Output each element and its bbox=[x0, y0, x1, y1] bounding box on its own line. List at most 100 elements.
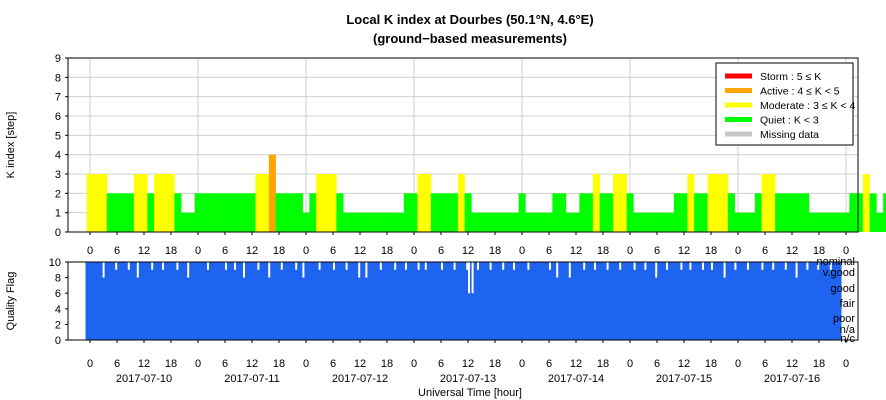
quality-dip bbox=[583, 262, 586, 270]
kindex-bar bbox=[498, 212, 506, 232]
quality-dip bbox=[162, 262, 164, 270]
kindex-bar bbox=[484, 212, 492, 232]
quality-x-tick-label: 18 bbox=[273, 358, 285, 370]
quality-y-tick-label: 10 bbox=[49, 257, 61, 269]
quality-flag-label: n/c bbox=[840, 333, 855, 345]
quality-dip bbox=[318, 262, 321, 270]
quality-y-tick-label: 2 bbox=[55, 319, 61, 331]
quality-x-tick-label: 18 bbox=[381, 358, 393, 370]
kindex-bar bbox=[181, 212, 189, 232]
quality-dip bbox=[243, 262, 245, 278]
quality-dip bbox=[295, 262, 298, 270]
kindex-y-label: K index [step] bbox=[5, 112, 17, 179]
kindex-x-ticks: 0 6 12 18 0 6 12 18 0 6 12 18 0 6 12 18 0 6 12 18 0 6 12 18 0 6 12… bbox=[87, 232, 849, 257]
quality-y-tick-label: 0 bbox=[55, 335, 61, 347]
quality-x-tick-label: 12 bbox=[354, 358, 366, 370]
kindex-bar bbox=[437, 193, 445, 232]
date-label: 2017-07-15 bbox=[656, 373, 712, 385]
quality-dip bbox=[644, 262, 647, 270]
kindex-bar bbox=[640, 212, 648, 232]
kindex-x-tick-label: 18 bbox=[381, 245, 393, 257]
quality-x-tick-label: 12 bbox=[246, 358, 258, 370]
quality-flag-fill bbox=[85, 262, 842, 340]
kindex-bar bbox=[424, 174, 432, 232]
quality-flag-label: n/a bbox=[840, 324, 856, 336]
kindex-bar bbox=[849, 193, 857, 232]
kindex-x-tick-label: 6 bbox=[654, 245, 660, 257]
quality-x-tick-label: 18 bbox=[489, 358, 501, 370]
quality-x-tick-label: 0 bbox=[519, 358, 525, 370]
date-label: 2017-07-10 bbox=[116, 373, 172, 385]
quality-dip bbox=[268, 262, 271, 278]
quality-dip bbox=[466, 262, 469, 270]
quality-dip bbox=[513, 262, 515, 270]
quality-dip bbox=[806, 262, 809, 270]
quality-dip bbox=[176, 262, 179, 270]
x-axis-label: Universal Time [hour] bbox=[418, 387, 522, 399]
kindex-y-tick-label: 6 bbox=[55, 111, 61, 123]
date-label: 2017-07-11 bbox=[224, 373, 279, 385]
kindex-bar bbox=[93, 174, 101, 232]
kindex-x-tick-label: 6 bbox=[330, 245, 336, 257]
quality-flag-area bbox=[85, 262, 847, 340]
kindex-bar bbox=[329, 174, 337, 232]
quality-x-tick-label: 12 bbox=[138, 358, 150, 370]
kindex-bar bbox=[619, 174, 627, 232]
kindex-x-tick-label: 18 bbox=[165, 245, 177, 257]
kindex-bar bbox=[673, 193, 681, 232]
kindex-bar bbox=[471, 212, 479, 232]
quality-dip bbox=[379, 262, 382, 270]
quality-dip bbox=[234, 262, 236, 270]
kindex-bar bbox=[565, 212, 573, 232]
quality-x-tick-label: 6 bbox=[546, 358, 552, 370]
kindex-bar bbox=[572, 212, 580, 232]
kindex-bar bbox=[451, 193, 459, 232]
legend-entry: Moderate : 3 ≤ K < 4 bbox=[760, 100, 856, 112]
kindex-x-tick-label: 12 bbox=[462, 245, 474, 257]
quality-x-tick-label: 18 bbox=[705, 358, 717, 370]
kindex-bar bbox=[174, 193, 182, 232]
quality-y-ticks: 0 2 4 6 8 10 bbox=[49, 257, 68, 347]
kindex-bar bbox=[727, 193, 735, 232]
kindex-bar bbox=[147, 193, 155, 232]
kindex-y-tick-label: 5 bbox=[55, 130, 61, 142]
quality-x-tick-label: 6 bbox=[762, 358, 768, 370]
quality-dip bbox=[468, 262, 470, 294]
quality-dip bbox=[453, 262, 456, 270]
kindex-bar bbox=[214, 193, 222, 232]
kindex-bar bbox=[754, 193, 762, 232]
quality-dip bbox=[441, 262, 443, 270]
quality-y-tick-label: 8 bbox=[55, 273, 61, 285]
kindex-bar bbox=[410, 193, 418, 232]
kindex-bar bbox=[707, 174, 715, 232]
kindex-bar bbox=[714, 174, 722, 232]
kindex-x-tick-label: 12 bbox=[678, 245, 690, 257]
quality-dip bbox=[761, 262, 764, 270]
quality-x-tick-label: 6 bbox=[330, 358, 336, 370]
chart-subtitle: (ground−based measurements) bbox=[373, 31, 567, 46]
kindex-x-tick-label: 18 bbox=[489, 245, 501, 257]
quality-x-tick-label: 0 bbox=[87, 358, 93, 370]
date-label: 2017-07-13 bbox=[440, 373, 496, 385]
legend-entry: Quiet : K < 3 bbox=[760, 115, 819, 127]
quality-x-tick-label: 0 bbox=[411, 358, 417, 370]
kindex-bar bbox=[262, 174, 270, 232]
quality-x-tick-label: 6 bbox=[654, 358, 660, 370]
kindex-bar bbox=[316, 174, 324, 232]
kindex-bar bbox=[505, 212, 513, 232]
quality-x-ticks: 0 6 12 18 0 6 12 18 0 6 12 18 0 6 12 18 0 6 12 18 0 6 12 18 0 6 12… bbox=[87, 340, 849, 370]
quality-x-tick-label: 18 bbox=[813, 358, 825, 370]
kindex-bar bbox=[390, 212, 398, 232]
kindex-bar bbox=[808, 212, 816, 232]
kindex-bar bbox=[275, 193, 283, 232]
kindex-bar bbox=[289, 193, 297, 232]
kindex-bar bbox=[680, 193, 688, 232]
kindex-bar bbox=[525, 212, 533, 232]
kindex-x-tick-label: 6 bbox=[114, 245, 120, 257]
kindex-bar bbox=[336, 193, 344, 232]
kindex-bar bbox=[403, 193, 411, 232]
kindex-bar bbox=[532, 212, 540, 232]
kindex-y-tick-label: 2 bbox=[55, 188, 61, 200]
kindex-bar bbox=[883, 193, 886, 232]
